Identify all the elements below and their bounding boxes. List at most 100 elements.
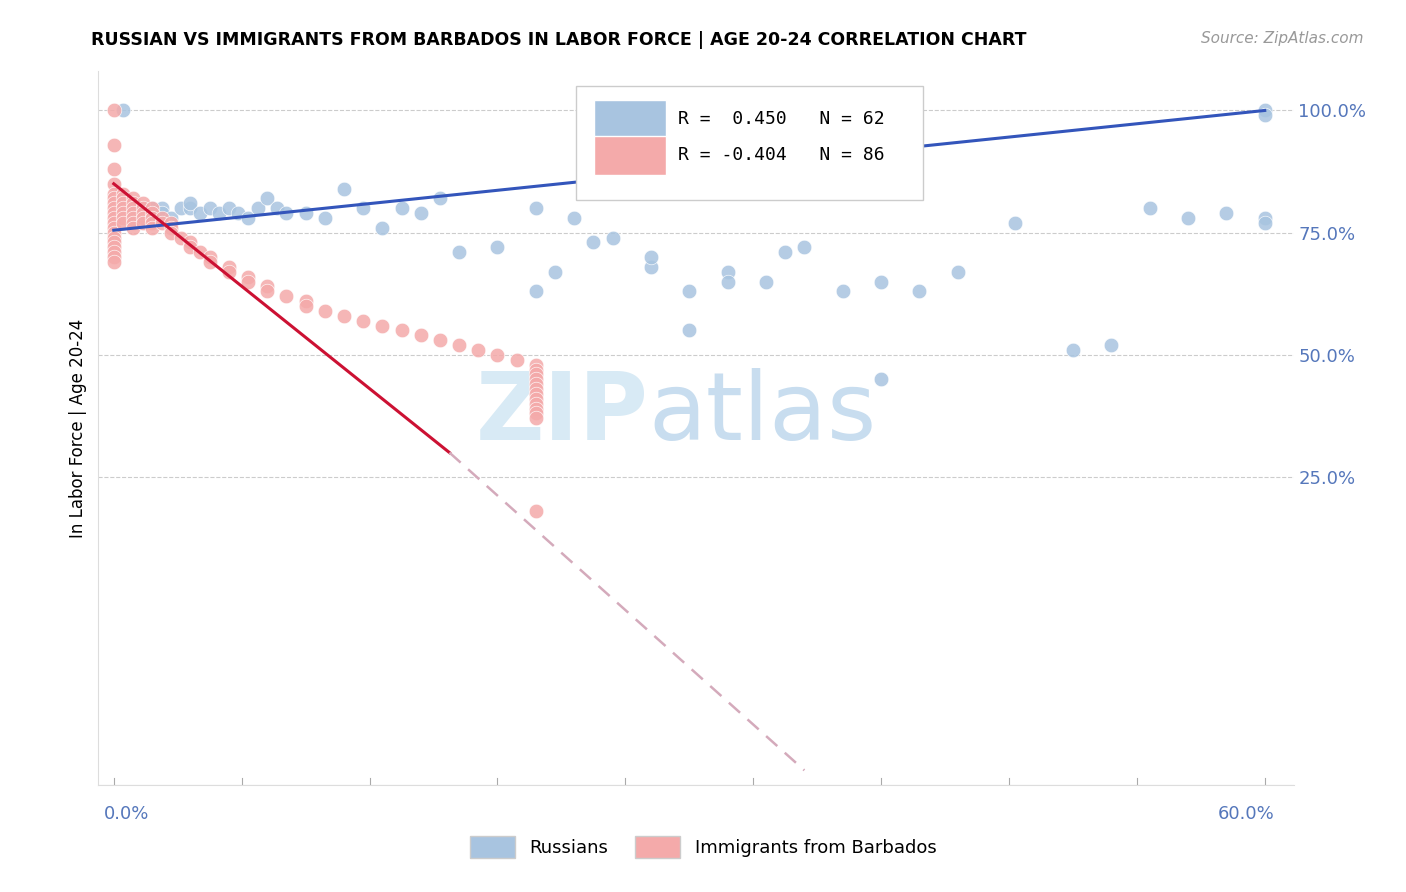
Point (141, 206, 163, 220)
Text: atlas: atlas (648, 368, 876, 460)
Point (122, 211, 145, 225)
Point (1177, 211, 1199, 225)
Point (170, 201, 193, 215)
Point (141, 201, 163, 215)
Point (314, 303, 336, 318)
Point (524, 407, 547, 421)
Point (717, 265, 740, 279)
Text: 0.0%: 0.0% (104, 805, 149, 822)
Point (198, 255, 221, 269)
Point (160, 216, 183, 230)
Point (333, 309, 356, 323)
Point (122, 191, 145, 205)
Point (150, 211, 173, 225)
Point (198, 201, 221, 215)
FancyBboxPatch shape (576, 86, 922, 200)
Point (112, 216, 135, 230)
Point (112, 186, 135, 201)
Point (188, 206, 211, 220)
Point (141, 201, 163, 215)
Point (103, 240, 125, 254)
Point (1139, 201, 1161, 215)
Point (1254, 103, 1277, 118)
Point (505, 352, 527, 367)
Point (112, 196, 135, 211)
Point (524, 504, 547, 518)
Point (486, 240, 509, 254)
Point (246, 201, 269, 215)
Point (1254, 216, 1277, 230)
Point (544, 265, 567, 279)
Point (131, 201, 153, 215)
Point (640, 260, 662, 274)
Point (112, 191, 135, 205)
Point (170, 230, 193, 244)
Point (103, 250, 125, 264)
Point (486, 348, 509, 362)
Point (524, 392, 547, 406)
Point (524, 401, 547, 416)
Point (352, 201, 374, 215)
Point (429, 333, 451, 347)
Point (524, 285, 547, 299)
Point (371, 220, 394, 235)
Point (276, 289, 298, 303)
Point (103, 226, 125, 240)
Text: R = -0.404   N = 86: R = -0.404 N = 86 (678, 146, 884, 164)
Point (150, 206, 173, 220)
Point (524, 358, 547, 372)
Point (524, 201, 547, 215)
FancyBboxPatch shape (595, 136, 666, 175)
Point (755, 275, 778, 289)
Point (131, 216, 153, 230)
Point (409, 328, 432, 343)
Point (103, 230, 125, 244)
Point (236, 211, 259, 225)
Point (256, 285, 278, 299)
Point (946, 265, 969, 279)
Point (112, 206, 135, 220)
Point (524, 377, 547, 392)
Point (122, 220, 145, 235)
Point (103, 162, 125, 177)
Point (103, 211, 125, 225)
Point (524, 411, 547, 425)
Point (467, 343, 489, 357)
Point (276, 206, 298, 220)
Point (112, 211, 135, 225)
Point (582, 235, 605, 250)
Point (122, 216, 145, 230)
Point (870, 275, 893, 289)
Point (352, 313, 374, 327)
Point (256, 279, 278, 293)
Point (391, 323, 413, 337)
Point (1062, 343, 1084, 357)
Point (678, 323, 700, 337)
Point (141, 211, 163, 225)
Point (793, 240, 815, 254)
Point (831, 285, 853, 299)
Point (333, 182, 356, 196)
Point (1254, 108, 1277, 122)
Point (103, 245, 125, 260)
Point (131, 201, 153, 215)
Point (179, 240, 201, 254)
Point (103, 137, 125, 152)
Point (524, 368, 547, 382)
Point (236, 275, 259, 289)
Point (1215, 206, 1237, 220)
Text: ZIP: ZIP (475, 368, 648, 460)
Point (160, 211, 183, 225)
Point (103, 216, 125, 230)
Point (524, 372, 547, 386)
Point (103, 177, 125, 191)
Point (103, 206, 125, 220)
Point (160, 226, 183, 240)
Point (640, 250, 662, 264)
Point (524, 382, 547, 396)
Point (1004, 216, 1026, 230)
Point (294, 299, 316, 313)
Point (188, 245, 211, 260)
Point (179, 235, 201, 250)
Point (131, 211, 153, 225)
